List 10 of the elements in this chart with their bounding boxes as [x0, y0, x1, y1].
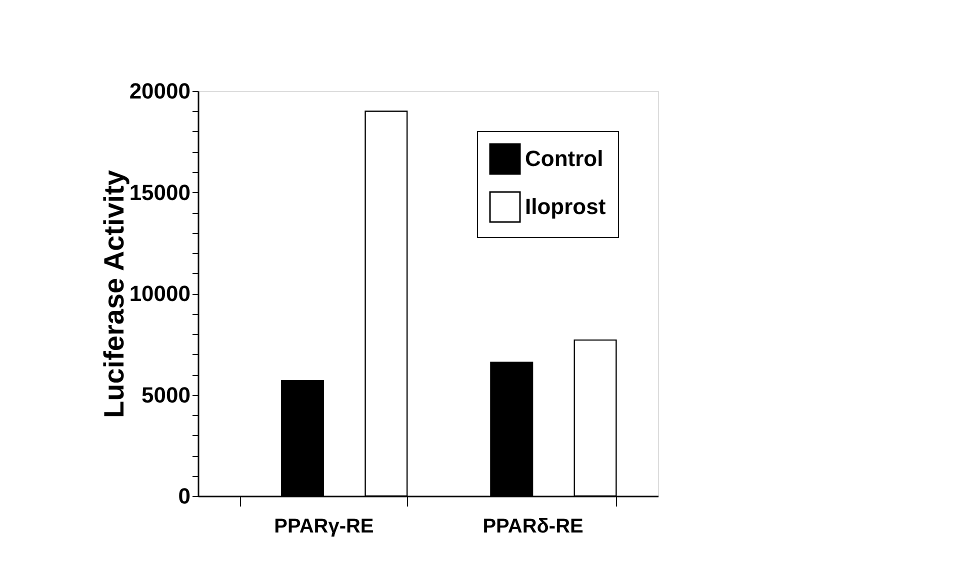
legend-label: Iloprost — [525, 194, 606, 219]
y-tick-label: 10000 — [129, 281, 190, 306]
x-tick-label: PPARγ-RE — [274, 516, 374, 538]
y-tick-label: 20000 — [129, 78, 190, 104]
y-tick-label: 5000 — [142, 382, 190, 408]
legend-label: Control — [525, 146, 604, 171]
y-axis-title: Luciferase Activity — [98, 170, 130, 418]
y-tick-label: 15000 — [129, 180, 190, 205]
y-tick-label: 0 — [178, 484, 190, 508]
x-tick-label: PPARδ-RE — [482, 516, 584, 538]
